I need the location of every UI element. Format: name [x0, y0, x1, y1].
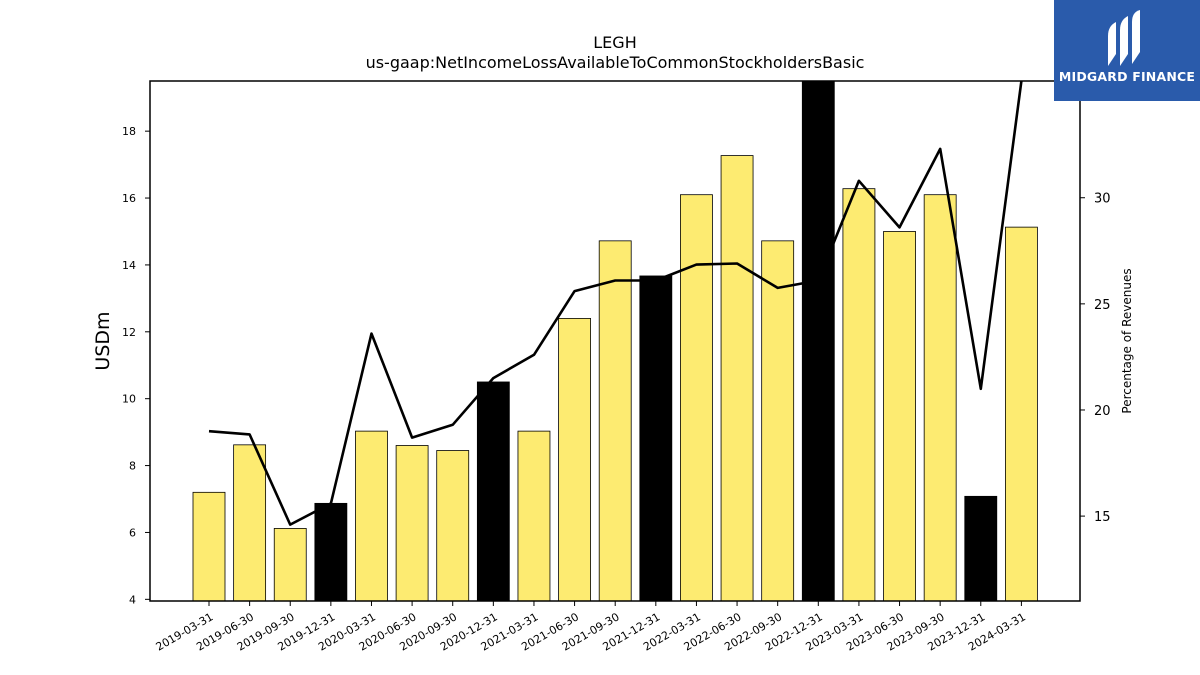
series-line — [208, 80, 1023, 526]
bar — [436, 450, 470, 601]
bar — [558, 318, 591, 601]
y2-axis-label: Percentage of Revenues — [1120, 268, 1134, 413]
bar — [192, 491, 226, 601]
bar — [883, 231, 916, 601]
bar — [314, 502, 348, 601]
y-tick-label: 6 — [129, 526, 136, 539]
bar — [720, 155, 754, 601]
y2-tick-label: 15 — [1094, 510, 1111, 525]
bar — [395, 445, 429, 601]
y-tick-label: 18 — [122, 125, 136, 138]
brand-logo: MIDGARD FINANCE — [1054, 0, 1200, 101]
y2-tick-label: 25 — [1094, 298, 1111, 313]
bar — [355, 430, 388, 601]
bar — [842, 188, 876, 601]
bar — [476, 381, 510, 601]
bar — [598, 240, 632, 601]
y-axis-label: USDm — [92, 311, 114, 370]
bar — [273, 528, 307, 601]
bar — [923, 194, 957, 601]
y-tick-label: 4 — [129, 593, 136, 606]
bar — [517, 430, 551, 601]
y-tick-label: 8 — [129, 460, 136, 473]
y2-tick-label: 20 — [1094, 404, 1111, 419]
y-tick-label: 16 — [122, 192, 136, 205]
chart-subtitle: us-gaap:NetIncomeLossAvailableToCommonSt… — [366, 53, 865, 72]
y2-tick-label: 30 — [1094, 192, 1111, 207]
y-tick-label: 10 — [122, 393, 136, 406]
logo-text: MIDGARD FINANCE — [1058, 69, 1196, 84]
bar — [1005, 226, 1038, 601]
bar — [639, 275, 673, 601]
bar — [761, 240, 795, 601]
bar — [233, 444, 267, 601]
bar — [801, 81, 835, 601]
y-tick-label: 14 — [122, 259, 136, 272]
chart-title: LEGH — [593, 33, 636, 52]
bar — [964, 495, 998, 601]
midgard-logo-icon — [1108, 10, 1140, 66]
y-tick-label: 12 — [122, 326, 136, 339]
bar — [680, 194, 713, 601]
